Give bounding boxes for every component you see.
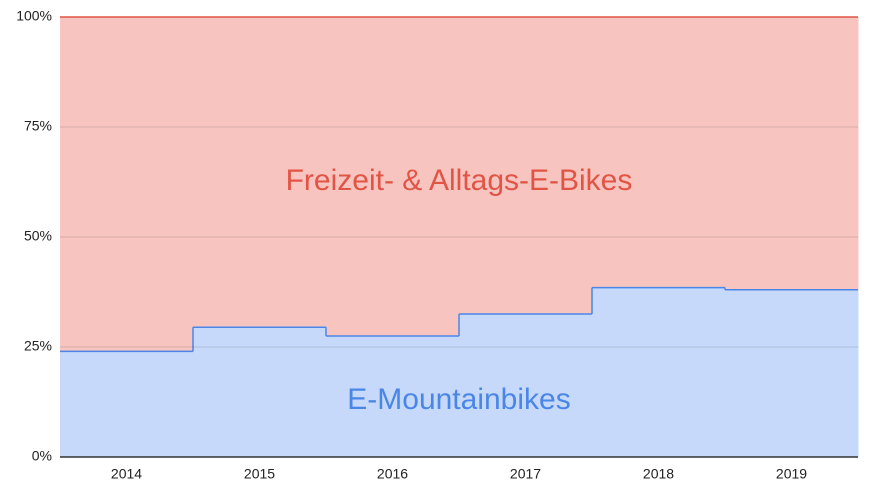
area-step <box>193 327 327 457</box>
area-step <box>60 351 194 457</box>
x-tick-label: 2016 <box>377 466 408 482</box>
area-step <box>592 17 726 288</box>
x-tick-label: 2015 <box>244 466 275 482</box>
y-tick-label: 25% <box>24 338 52 354</box>
area-step <box>459 314 593 457</box>
x-tick-label: 2018 <box>643 466 674 482</box>
y-tick-label: 75% <box>24 118 52 134</box>
area-step <box>326 17 460 336</box>
area-step <box>725 17 859 290</box>
area-step <box>326 336 460 457</box>
area-step <box>60 17 194 352</box>
area-step <box>592 287 726 457</box>
area-step <box>459 17 593 314</box>
series-label: E-Mountainbikes <box>347 383 570 416</box>
x-tick-label: 2019 <box>776 466 807 482</box>
y-tick-label: 50% <box>24 228 52 244</box>
x-tick-label: 2017 <box>510 466 541 482</box>
area-step <box>725 289 859 457</box>
series-label: Freizeit- & Alltags-E-Bikes <box>286 164 633 197</box>
y-tick-label: 100% <box>16 8 52 24</box>
y-tick-label: 0% <box>32 448 52 464</box>
x-tick-label: 2014 <box>111 466 142 482</box>
area-step <box>193 17 327 328</box>
